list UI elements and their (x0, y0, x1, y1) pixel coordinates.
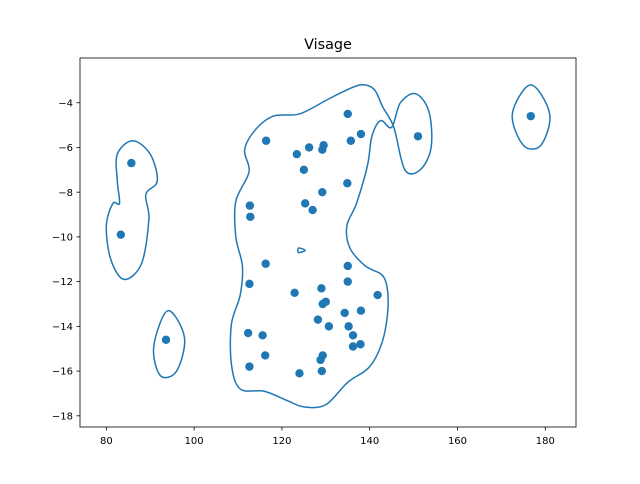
scatter-point (261, 351, 270, 360)
scatter-point (340, 308, 349, 318)
scatter-point (356, 340, 365, 349)
scatter-point (261, 259, 270, 268)
x-axis: 80 100 120 140 160 180 (100, 427, 555, 447)
scatter-point (290, 288, 299, 298)
scatter-point (348, 331, 358, 340)
scatter-point (116, 230, 126, 239)
contour-line (152, 309, 186, 379)
scatter-point (343, 261, 352, 271)
scatter-point (261, 136, 271, 145)
scatter-point (316, 355, 325, 365)
contour-line (105, 139, 159, 281)
scatter-point (317, 284, 326, 293)
points-layer (116, 109, 535, 378)
scatter-point (319, 141, 328, 150)
scatter-point (348, 342, 358, 351)
contour-line (511, 84, 551, 150)
scatter-point (321, 297, 331, 306)
scatter-point (127, 158, 136, 168)
y-tick-label: −18 (52, 411, 73, 422)
scatter-point (324, 322, 334, 331)
scatter-point (413, 132, 423, 141)
scatter-point (243, 328, 253, 338)
y-tick-label: −6 (58, 143, 73, 154)
scatter-point (161, 335, 171, 344)
scatter-point (300, 199, 310, 208)
scatter-point (343, 277, 352, 286)
scatter-point (343, 109, 352, 119)
scatter-point (356, 129, 366, 139)
scatter-point (245, 201, 255, 210)
scatter-point (308, 205, 317, 215)
scatter-point (317, 366, 327, 376)
y-axis: −18 −16 −14 −12 −10 −8 −6 −4 (52, 98, 80, 422)
y-tick-label: −12 (52, 277, 73, 288)
contour-line (297, 247, 306, 254)
scatter-point (245, 362, 254, 371)
y-tick-label: −16 (52, 367, 73, 378)
scatter-point (318, 187, 327, 197)
y-tick-label: −10 (52, 233, 73, 244)
scatter-point (313, 315, 323, 324)
scatter-point (258, 331, 267, 340)
x-tick-label: 140 (360, 436, 379, 447)
x-tick-label: 180 (536, 436, 555, 447)
scatter-point (373, 290, 382, 300)
scatter-point (304, 143, 314, 152)
y-tick-label: −8 (58, 188, 73, 199)
contour-line (229, 84, 433, 409)
x-tick-label: 100 (185, 436, 204, 447)
y-tick-label: −14 (52, 322, 73, 333)
scatter-point (356, 306, 366, 315)
x-tick-label: 160 (448, 436, 467, 447)
scatter-point (526, 111, 535, 121)
y-tick-label: −4 (58, 98, 73, 109)
scatter-point (246, 212, 255, 221)
scatter-point (346, 136, 356, 145)
x-tick-label: 80 (100, 436, 113, 447)
plot-frame (79, 57, 577, 428)
contour-layer (105, 84, 551, 409)
scatter-point (344, 322, 353, 331)
scatter-point (292, 149, 302, 159)
x-tick-label: 120 (272, 436, 291, 447)
scatter-point (299, 165, 309, 175)
scatter-point (295, 369, 304, 378)
scatter-point (343, 179, 352, 188)
chart-title: Visage (304, 37, 352, 53)
scatter-point (245, 279, 254, 289)
